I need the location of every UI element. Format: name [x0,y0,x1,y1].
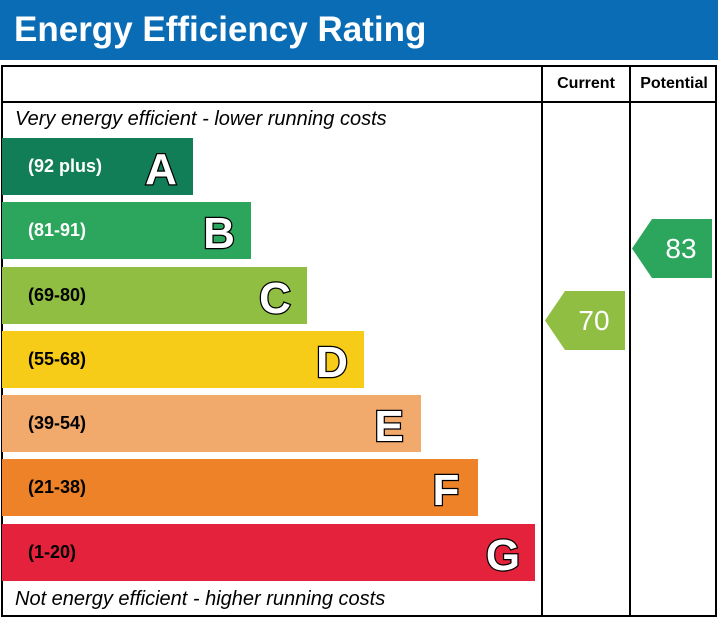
band-d: (55-68) D [2,331,364,388]
header-divider [1,101,717,103]
band-f: (21-38) F [2,459,478,516]
band-letter: C [259,274,291,321]
band-a: (92 plus) A [2,138,193,195]
band-range: (21-38) [28,477,87,497]
current-rating-arrow: 70 [545,291,625,350]
band-letter: B [203,209,235,256]
band-letter: F [433,466,460,513]
band-range: (69-80) [28,285,87,305]
band-letter: D [316,338,348,385]
band-letter: E [374,402,403,449]
band-range: (81-91) [28,220,87,240]
band-c: (69-80) C [2,267,307,324]
band-b: (81-91) B [2,202,251,259]
band-range: (39-54) [28,413,87,433]
band-range: (1-20) [28,542,77,562]
band-letter: A [145,145,177,192]
band-range: (55-68) [28,349,87,369]
band-g: (1-20) G [2,524,535,581]
column-divider [541,65,543,617]
column-header-potential: Potential [640,75,708,92]
column-divider [629,65,631,617]
column-header-current: Current [557,75,615,92]
potential-rating-arrow: 83 [632,219,712,278]
band-e: (39-54) E [2,395,421,452]
current-rating-value: 70 [578,305,610,336]
band-letter: G [486,531,520,578]
top-caption: Very energy efficient - lower running co… [15,108,387,130]
band-range: (92 plus) [28,156,103,176]
chart-title: Energy Efficiency Rating [0,0,718,60]
bottom-caption: Not energy efficient - higher running co… [15,588,386,610]
potential-rating-value: 83 [665,233,697,264]
